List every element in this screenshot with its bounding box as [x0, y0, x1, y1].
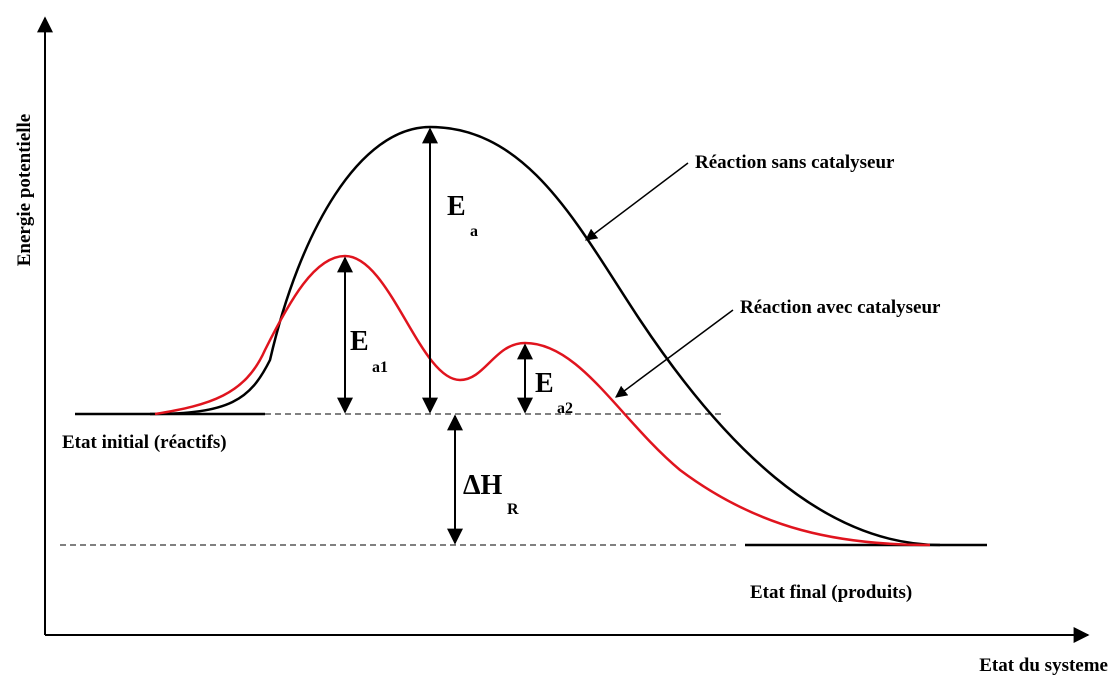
uncatalyzed-label: Réaction sans catalyseur: [695, 152, 895, 173]
dh-symbol: ΔH: [463, 470, 503, 501]
final-state-label: Etat final (produits): [750, 582, 912, 603]
catalyzed-curve: [154, 254, 931, 547]
ea1-subscript: a1: [372, 359, 388, 376]
dh-subscript: R: [507, 501, 519, 518]
pointer-arrow: [585, 162, 689, 241]
ea2-symbol: E: [535, 368, 554, 399]
ea1-symbol: E: [350, 326, 369, 357]
uncatalyzed-curve: [149, 125, 941, 547]
pointer-arrow: [615, 309, 734, 398]
initial-state-label: Etat initial (réactifs): [62, 432, 227, 453]
ea-symbol: E: [447, 191, 466, 222]
ea-subscript: a: [470, 223, 478, 240]
x-axis-label: Etat du systeme: [979, 655, 1108, 676]
ea2-subscript: a2: [557, 400, 573, 417]
y-axis-label: Energie potentielle: [14, 114, 35, 267]
catalyzed-label: Réaction avec catalyseur: [740, 297, 941, 318]
